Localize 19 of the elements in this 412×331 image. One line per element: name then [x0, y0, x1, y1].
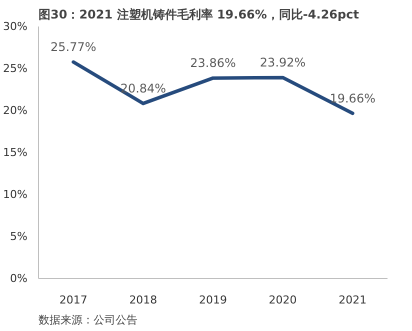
chart-title: 图30：2021 注塑机铸件毛利率 19.66%，同比-4.26pct — [38, 8, 360, 22]
data-label: 23.86% — [190, 56, 236, 70]
y-tick-label: 5% — [10, 230, 28, 243]
x-tick-label: 2021 — [338, 294, 367, 306]
y-tick-label: 20% — [3, 104, 28, 117]
y-tick-label: 30% — [3, 20, 28, 33]
source-note: 数据来源：公司公告 — [38, 314, 138, 326]
x-tick-label: 2020 — [268, 294, 297, 306]
y-tick-label: 0% — [10, 272, 28, 285]
x-tick-label: 2018 — [129, 294, 158, 306]
data-label: 23.92% — [260, 56, 306, 70]
x-tick-label: 2017 — [59, 294, 88, 306]
y-tick-label: 15% — [3, 146, 28, 159]
data-label: 25.77% — [50, 40, 96, 54]
data-label: 19.66% — [330, 91, 376, 106]
y-tick-label: 10% — [3, 188, 28, 201]
x-tick-label: 2019 — [199, 294, 228, 306]
data-label: 20.84% — [120, 81, 166, 96]
y-tick-label: 25% — [3, 62, 28, 75]
